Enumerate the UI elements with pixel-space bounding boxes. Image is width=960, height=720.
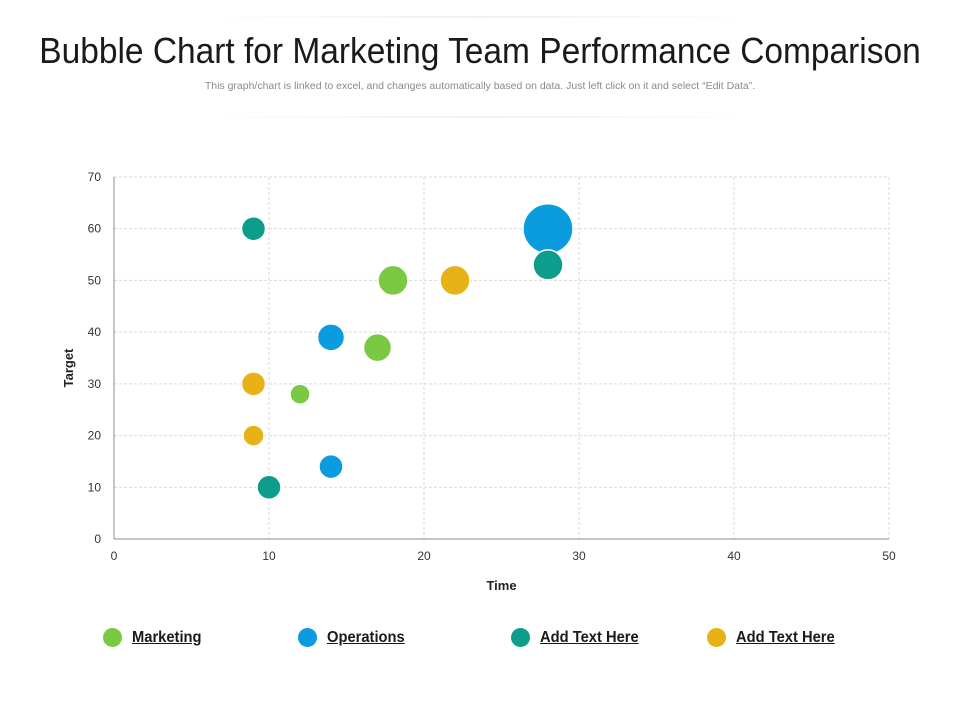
chart-grid — [114, 176, 890, 539]
bubble-marketing-0-1 — [362, 332, 393, 363]
header-divider-top — [200, 16, 760, 18]
x-tick-label: 50 — [882, 549, 896, 563]
chart-axes — [113, 177, 889, 540]
legend-label: Add Text Here — [540, 628, 639, 646]
x-tick-label: 30 — [572, 549, 586, 563]
bubble-marketing-0-2 — [377, 264, 409, 297]
legend-item: Add Text Here — [707, 628, 843, 647]
y-tick-label: 30 — [88, 377, 102, 391]
header-divider-bottom — [200, 116, 760, 118]
chart-labels: 0 10 20 30 40 50 60 70 0 10 20 30 40 50 Time Target — [61, 170, 896, 593]
y-tick-label: 50 — [88, 273, 102, 287]
bubble-operations-1-2 — [522, 202, 574, 255]
legend-swatch — [511, 628, 530, 647]
legend-item: Add Text Here — [511, 628, 647, 647]
y-tick-label: 70 — [88, 170, 102, 184]
legend-label: Operations — [327, 628, 405, 646]
x-tick-label: 0 — [111, 549, 118, 563]
y-tick-label: 20 — [88, 429, 102, 443]
bubble-marketing-0-0 — [289, 383, 311, 405]
page-title: Bubble Chart for Marketing Team Performa… — [39, 30, 921, 71]
bubble-operations-1-0 — [318, 453, 344, 480]
bubble-operations-1-1 — [316, 323, 346, 352]
bubble-add-text-here-3-0 — [242, 424, 265, 447]
x-axis-title: Time — [486, 578, 516, 593]
legend-label: Marketing — [132, 628, 202, 646]
chart-legend: Marketing Operations Add Text Here Add Text… — [0, 628, 960, 652]
y-tick-label: 40 — [88, 325, 102, 339]
legend-label: Add Text Here — [736, 628, 835, 646]
page-subtitle: This graph/chart is linked to excel, and… — [204, 80, 756, 92]
bubble-add-text-here-2-2 — [532, 249, 564, 281]
x-tick-label: 40 — [727, 549, 741, 563]
legend-item: Operations — [298, 628, 411, 647]
bubble-add-text-here-3-1 — [240, 371, 267, 397]
y-axis-title: Target — [61, 348, 76, 387]
x-tick-label: 10 — [262, 549, 276, 563]
legend-swatch — [298, 628, 317, 647]
bubble-add-text-here-2-0 — [240, 215, 267, 242]
x-tick-label: 20 — [417, 549, 431, 563]
legend-swatch — [103, 628, 122, 647]
bubble-add-text-here-3-2 — [439, 264, 471, 297]
y-tick-label: 0 — [94, 532, 101, 546]
chart-bubbles — [240, 202, 574, 501]
bubble-add-text-here-2-1 — [256, 474, 282, 501]
y-tick-label: 60 — [88, 222, 102, 236]
y-tick-label: 10 — [88, 480, 102, 494]
legend-item: Marketing — [103, 628, 208, 647]
legend-swatch — [707, 628, 726, 647]
